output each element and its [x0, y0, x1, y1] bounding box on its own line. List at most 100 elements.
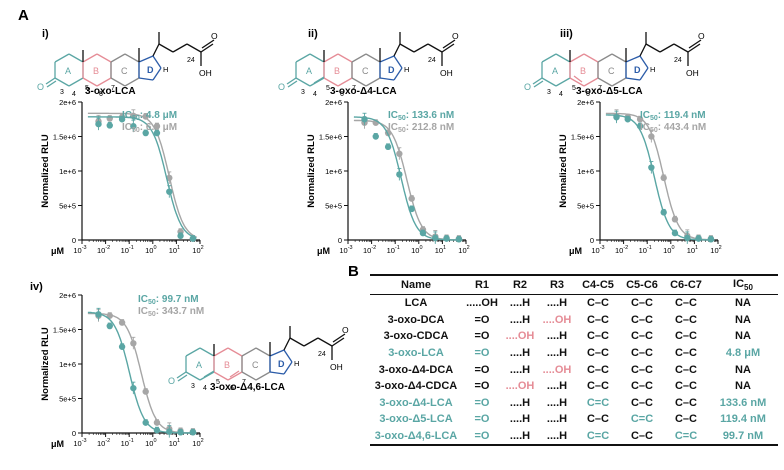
x-tick-label: 102: [710, 245, 721, 255]
panel-letter-b: B: [348, 263, 359, 280]
atom-number: 4: [559, 91, 563, 98]
ring-d-bond: [379, 55, 395, 63]
ic50-gray-value: : 343.7 nM: [156, 306, 204, 317]
ring-a-bond: [309, 77, 325, 87]
cell-r2: ....H: [509, 363, 531, 376]
double-bond-c6-c7: [229, 370, 240, 378]
x-axis-unit: μM: [569, 246, 582, 256]
ring-d-bond: [269, 371, 285, 375]
x-tick-label: 101: [169, 438, 180, 448]
data-point-teal: [684, 234, 691, 242]
ring-a-bond: [295, 77, 311, 87]
cell-c6-c7: C–C: [674, 396, 697, 409]
cell-c6-c7: C–C: [674, 313, 697, 326]
atom-number: 4: [313, 91, 317, 98]
steroid-structure: O O OH A B C D H 3 4 5 6 7 24 3-oxo-Δ5-LCA: [524, 31, 705, 98]
data-point-teal: [166, 188, 173, 195]
ring-b-bond: [227, 347, 243, 357]
hydroxyl-label: OH: [199, 68, 212, 78]
ring-b-bond: [96, 53, 112, 63]
panel-label: iv): [30, 281, 43, 293]
y-tick-label: 1.5e+6: [319, 133, 342, 142]
ring-d-bond: [283, 361, 293, 375]
x-tick-label: 10-2: [97, 438, 110, 448]
data-point-teal: [177, 429, 184, 436]
x-axis-unit: μM: [51, 246, 64, 256]
ring-c-bond: [241, 371, 257, 381]
ring-a-bond: [68, 53, 84, 63]
data-point-teal: [443, 235, 450, 242]
cell-r2: ....H: [509, 413, 531, 426]
y-axis-label: Normalized RLU: [558, 134, 569, 208]
cell-r2: ....H: [509, 347, 531, 360]
y-tick-label: 0: [72, 236, 76, 245]
y-tick-label: 1.5e+6: [571, 133, 594, 142]
cell-c6-c7: C–C: [674, 347, 697, 360]
y-tick-label: 1e+6: [577, 167, 594, 176]
x-axis-unit: μM: [317, 246, 330, 256]
oxygen-label: O: [278, 82, 285, 92]
cell-c5-c6: C=C: [630, 413, 654, 426]
data-point-teal: [177, 232, 184, 240]
y-tick-label: 0: [338, 236, 342, 245]
side-chain: [413, 43, 429, 53]
atom-number: 3: [60, 89, 64, 96]
data-point-teal: [189, 429, 197, 436]
ring-a-bond: [68, 77, 84, 87]
atom-number: 7: [242, 379, 246, 386]
ring-b-bond: [337, 77, 353, 87]
ketone-bond: [286, 77, 297, 85]
ring-d-bond: [393, 55, 403, 69]
ring-c-bond: [365, 53, 381, 63]
cell-r3: ....H: [538, 427, 576, 447]
y-axis-label: Normalized RLU: [306, 134, 317, 208]
compound-name: 3-oxo-LCA: [85, 86, 136, 97]
ring-d-bond: [639, 67, 649, 81]
x-tick-label: 100: [411, 245, 422, 255]
data-point-teal: [648, 164, 655, 171]
atom-number: 5: [572, 85, 576, 92]
atom-number: 7: [352, 85, 356, 92]
cell-r1: =O: [474, 396, 490, 409]
cell-r3: ....H: [546, 413, 568, 426]
side-chain: [317, 337, 333, 347]
data-point-teal: [166, 428, 173, 435]
ring-label-a: A: [196, 360, 202, 370]
table-row: 3-oxo-Δ4-DCA =O ....H ....OH C–C C–C C–C NA: [370, 361, 778, 378]
panel-letter-a: A: [18, 7, 29, 24]
table-row: 3-oxo-Δ4-LCA =O ....H ....H C=C C–C C–C 133.6 n…: [370, 395, 778, 412]
y-tick-label: 5e+5: [325, 202, 342, 211]
x-tick-label: 101: [435, 245, 446, 255]
cell-ic50: NA: [735, 380, 751, 393]
x-tick-exponent: 2: [467, 245, 470, 251]
atom-number: 5: [216, 379, 220, 386]
header-ic50: IC50: [708, 274, 778, 295]
cell-r3: ....OH: [542, 363, 572, 376]
chart-panel-4: 05e+51e+61.5e+62e+610-3 10-2 10-1 100 101 102…: [30, 281, 204, 449]
x-tick-label: 10-2: [363, 245, 376, 255]
table-row: LCA .....OH ....H ....H C–C C–C C–C NA: [370, 295, 778, 312]
oxygen-label: O: [698, 31, 705, 41]
double-bond-c5-c6: [573, 75, 583, 83]
data-point-teal: [455, 236, 463, 243]
header-c5-c6: C5-C6: [620, 274, 664, 295]
cell-c4-c5: C–C: [586, 330, 609, 343]
ring-label-d: D: [388, 65, 395, 75]
y-tick-label: 1e+6: [59, 360, 76, 369]
ring-c-bond: [255, 371, 271, 381]
cell-ic50: NA: [735, 313, 751, 326]
ring-d-bond: [152, 55, 162, 69]
cell-ic50: 119.4 nM: [720, 413, 766, 426]
cell-name: 3-oxo-LCA: [388, 347, 444, 360]
data-point-teal: [130, 384, 137, 392]
x-tick-label: 10-1: [387, 245, 400, 255]
atom-number: 3: [301, 89, 305, 96]
ring-c-bond: [124, 53, 140, 63]
fit-curve-teal: [87, 311, 197, 434]
carbonyl-bond: [332, 333, 346, 343]
ic50-teal-label: IC50: 133.6 nM: [388, 110, 454, 122]
oxygen-label: O: [342, 325, 349, 335]
carbonyl-bond: [200, 43, 214, 53]
header-c4-c5: C4-C5: [576, 274, 620, 295]
